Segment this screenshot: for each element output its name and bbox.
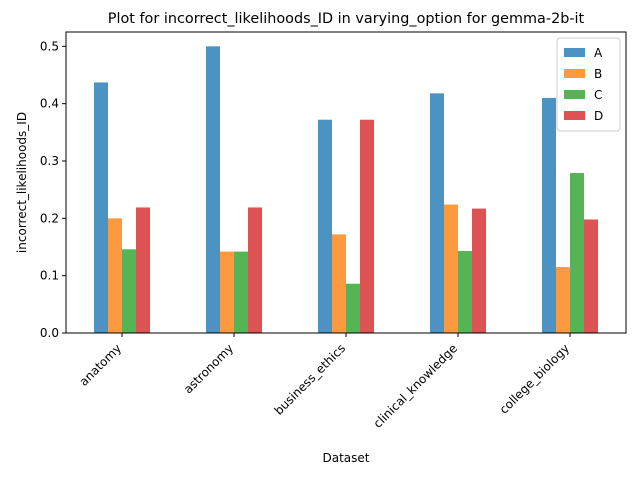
bar-A-anatomy [94, 82, 108, 333]
plot-area-frame [65, 31, 627, 334]
bar-A-business_ethics [318, 119, 332, 333]
y-tick-label: 0.0 [40, 326, 59, 340]
legend-label-C: C [594, 88, 602, 102]
legend-swatch-D [564, 111, 585, 120]
bar-C-clinical_knowledge [458, 251, 472, 333]
legend-box [556, 37, 621, 132]
y-tick-label: 0.2 [40, 211, 59, 225]
bar-B-anatomy [108, 218, 122, 333]
bar-D-clinical_knowledge [472, 208, 486, 333]
chart-title: Plot for incorrect_likelihoods_ID in var… [108, 11, 585, 27]
y-axis-label: incorrect_likelihoods_ID [15, 112, 29, 253]
y-tick-label: 0.1 [40, 269, 59, 283]
bar-A-clinical_knowledge [430, 93, 444, 333]
bar-B-business_ethics [332, 234, 346, 333]
bar-D-astronomy [248, 207, 262, 333]
legend-label-B: B [594, 67, 602, 81]
y-tick-label: 0.5 [40, 39, 59, 53]
bar-B-college_biology [556, 267, 570, 333]
bars-group [94, 46, 598, 333]
legend-label-D: D [594, 109, 603, 123]
bar-C-college_biology [570, 173, 584, 333]
legend-label-A: A [594, 46, 603, 60]
legend-swatch-A [564, 48, 585, 57]
y-ticks-group: 0.0 0.1 0.2 0.3 0.4 0.5 [40, 39, 66, 340]
bar-B-clinical_knowledge [444, 204, 458, 333]
y-tick-label: 0.3 [40, 154, 59, 168]
bar-D-anatomy [136, 207, 150, 333]
bar-C-astronomy [234, 251, 248, 333]
legend-swatch-B [564, 69, 585, 78]
bar-A-college_biology [542, 97, 556, 333]
legend-swatch-C [564, 90, 585, 99]
bar-D-business_ethics [360, 119, 374, 333]
y-tick-label: 0.4 [40, 97, 59, 111]
bar-C-business_ethics [346, 283, 360, 333]
bar-A-astronomy [206, 46, 220, 333]
x-axis-label: Dataset [323, 451, 370, 465]
bar-B-astronomy [220, 251, 234, 333]
bar-D-college_biology [584, 219, 598, 333]
bar-C-anatomy [122, 249, 136, 333]
